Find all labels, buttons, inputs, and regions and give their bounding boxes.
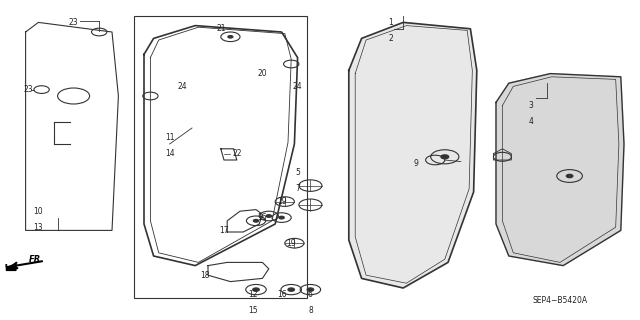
Text: 2: 2 [388,34,393,43]
Text: 16: 16 [276,290,287,299]
Polygon shape [349,22,477,288]
Polygon shape [6,264,16,270]
Text: FR.: FR. [29,255,44,264]
Text: 4: 4 [529,117,534,126]
Text: 17: 17 [219,226,229,235]
Circle shape [441,155,449,159]
Text: 19: 19 [286,239,296,248]
Text: 3: 3 [529,101,534,110]
Text: 9: 9 [413,159,419,168]
Text: 24: 24 [177,82,188,91]
Circle shape [307,288,314,291]
Text: 5: 5 [295,168,300,177]
Text: 16: 16 [257,213,268,222]
Circle shape [228,36,233,38]
Text: 8: 8 [308,306,313,315]
Polygon shape [496,74,624,266]
Text: 14: 14 [164,149,175,158]
Text: 10: 10 [33,207,44,216]
Circle shape [279,216,284,219]
Text: 6: 6 [308,290,313,299]
Circle shape [253,288,259,291]
Text: SEP4−B5420A: SEP4−B5420A [532,296,588,305]
Text: 12: 12 [248,290,257,299]
Text: 13: 13 [33,223,44,232]
Text: 23: 23 [68,18,79,27]
Text: 18: 18 [200,271,209,280]
Circle shape [266,215,271,217]
Circle shape [253,220,259,222]
Circle shape [566,174,573,178]
Text: 20: 20 [257,69,268,78]
Text: 15: 15 [248,306,258,315]
Text: 24: 24 [292,82,303,91]
Text: 11: 11 [165,133,174,142]
Text: 19: 19 [276,197,287,206]
Text: 1: 1 [388,18,393,27]
Text: 22: 22 [232,149,241,158]
Circle shape [288,288,294,291]
Text: 7: 7 [295,184,300,193]
Text: 21: 21 [216,24,225,33]
Text: 23: 23 [24,85,34,94]
